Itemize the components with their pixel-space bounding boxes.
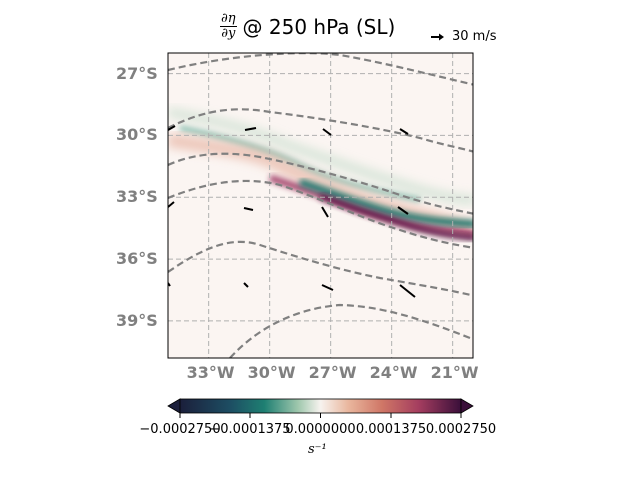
lat-tick-label: 39°S <box>116 310 158 330</box>
fraction-denominator: ∂y <box>221 26 236 41</box>
colorbar-tick-label: −0.0002750 <box>139 422 221 437</box>
colorbar-unit-label: s⁻¹ <box>308 442 327 457</box>
lon-tick-label: 33°W <box>186 363 235 382</box>
colorbar <box>167 398 474 418</box>
colorbar-tick-label: 0.0002750 <box>425 422 497 437</box>
lat-tick-label: 30°S <box>116 125 158 145</box>
lat-tick-label: 27°S <box>116 63 158 83</box>
lon-tick-label: 30°W <box>247 363 296 382</box>
fraction-numerator: ∂η <box>220 11 237 27</box>
lon-tick-label: 27°W <box>308 363 357 382</box>
colorbar-tick-label: −0.0001375 <box>209 422 291 437</box>
title-text: @ 250 hPa (SL) <box>242 14 396 39</box>
quiver-key-label: 30 m/s <box>452 29 497 44</box>
quiver-key-arrow <box>431 33 444 41</box>
map-title: ∂η ∂y @ 250 hPa (SL) <box>220 12 395 41</box>
colorbar-tick-label: 0.0001375 <box>355 422 427 437</box>
lat-tick-label: 33°S <box>116 187 158 207</box>
map-frame <box>167 52 474 359</box>
derivative-fraction: ∂η ∂y <box>220 12 237 41</box>
wind-vectors <box>168 125 416 298</box>
contour-lines <box>168 53 473 358</box>
colorbar-tick-label: 0.0000000 <box>285 422 356 437</box>
lon-tick-label: 24°W <box>369 363 418 382</box>
lat-tick-label: 36°S <box>116 249 158 269</box>
map-axes-background <box>168 53 473 358</box>
lon-tick-label: 21°W <box>430 363 479 382</box>
gridlines <box>168 53 473 358</box>
